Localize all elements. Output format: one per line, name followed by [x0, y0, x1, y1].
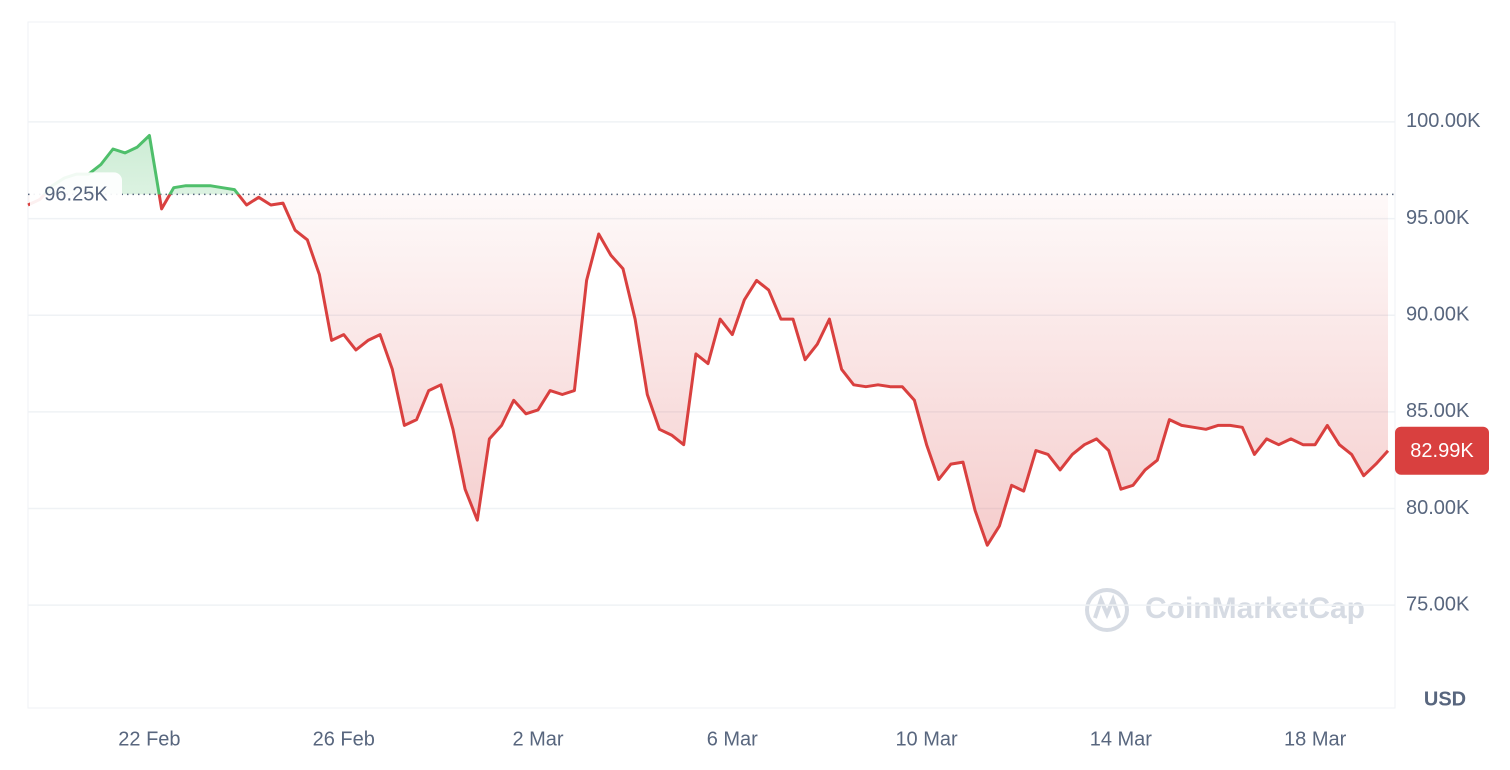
x-tick-label: 14 Mar: [1090, 728, 1153, 750]
baseline-badge: [30, 172, 122, 217]
watermark: CoinMarketCap: [1145, 592, 1365, 625]
unit-label: USD: [1424, 688, 1466, 710]
y-tick-label: 100.00K: [1406, 110, 1481, 132]
x-tick-label: 22 Feb: [118, 728, 180, 750]
y-tick-label: 85.00K: [1406, 400, 1470, 422]
x-tick-label: 6 Mar: [707, 728, 758, 750]
y-tick-label: 95.00K: [1406, 207, 1470, 229]
x-tick-label: 18 Mar: [1284, 728, 1347, 750]
watermark-logo: [1085, 588, 1129, 632]
x-tick-label: 10 Mar: [895, 728, 958, 750]
plot-frame: [27, 21, 1396, 709]
price-badge: [1395, 426, 1489, 475]
price-line: [27, 134, 1390, 547]
y-tick-label: 90.00K: [1406, 304, 1470, 326]
x-tick-label: 2 Mar: [512, 728, 563, 750]
y-tick-label: 80.00K: [1406, 497, 1470, 519]
price-area: [28, 135, 1388, 546]
x-tick-label: 26 Feb: [313, 728, 375, 750]
baseline-label: 96.25K: [44, 184, 108, 206]
y-tick-label: 75.00K: [1406, 593, 1470, 615]
price-badge-label: 82.99K: [1410, 440, 1474, 462]
